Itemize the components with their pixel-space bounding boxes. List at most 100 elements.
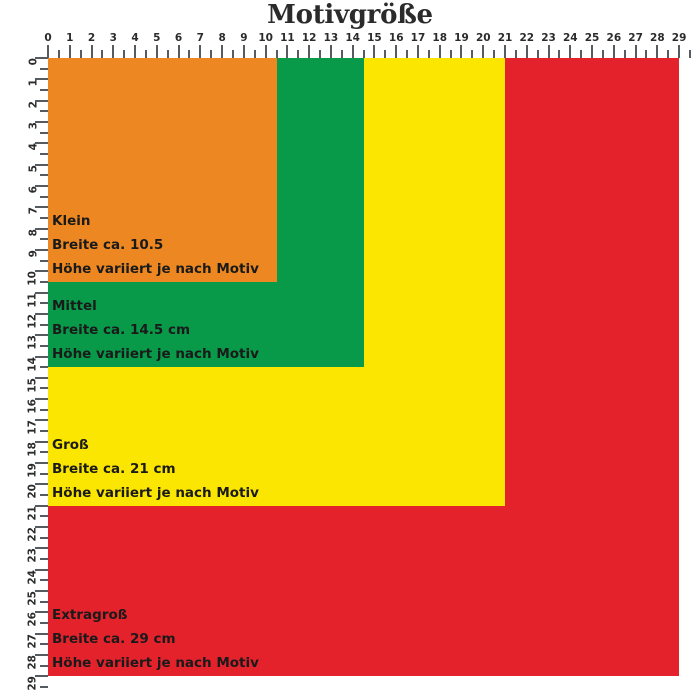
ruler-top-tick [645,50,648,58]
ruler-left-tick [40,195,48,198]
ruler-top-tick-label: 23 [541,32,556,44]
ruler-top-tick [482,45,485,58]
ruler-top-tick [221,45,224,58]
ruler-left-tick-label: 12 [27,313,39,329]
ruler-left-tick [40,451,48,454]
ruler-top-tick-label: 17 [410,32,426,44]
ruler-top-tick [460,45,463,58]
ruler-left-tick [40,579,48,582]
ruler-top-tick [471,50,474,58]
ruler-top-tick [493,50,496,58]
ruler-left-tick [35,590,48,593]
ruler-left-tick [35,355,48,358]
ruler-left-tick [35,462,48,465]
ruler-top-tick-label: 15 [367,32,382,44]
ruler-left-tick [35,376,48,379]
ruler-left-tick-label: 13 [27,335,39,350]
size-label-height-mittel: Höhe variiert je nach Motiv [52,346,259,363]
ruler-left-tick [35,334,48,337]
ruler-top-tick-label: 5 [153,32,161,44]
ruler-top-tick [275,50,278,58]
ruler-left-tick [40,494,48,497]
ruler-left-tick-label: 4 [27,143,39,151]
ruler-top-tick [416,45,419,58]
ruler-left-tick [40,686,48,688]
ruler-top-tick [319,50,322,58]
ruler-top-tick [351,45,354,58]
ruler-left-tick-label: 24 [27,569,39,585]
ruler-left-tick [40,558,48,561]
ruler-top-tick [547,45,550,58]
ruler-top-tick [612,45,615,58]
size-label-group-klein: Klein Breite ca. 10.5 Höhe variiert je n… [52,209,259,281]
ruler-left-tick [35,419,48,422]
ruler-left-tick [40,67,48,70]
ruler-top-tick [166,50,169,58]
ruler-left-tick [40,515,48,518]
ruler-left-tick [35,654,48,657]
ruler-left-tick [35,206,48,209]
size-label-group-mittel: Mittel Breite ca. 14.5 cm Höhe variiert … [52,294,259,366]
ruler-top-tick-label: 24 [562,32,578,44]
ruler-top-tick [199,45,202,58]
ruler-top-tick [558,50,561,58]
ruler-top-tick [384,50,387,58]
ruler-left-tick [40,259,48,262]
ruler-top-tick [623,50,626,58]
ruler-left-tick-label: 14 [27,356,39,372]
ruler-top-tick [449,50,452,58]
ruler-left-tick [40,408,48,411]
ruler-top-tick [373,45,376,58]
ruler-left-tick [35,440,48,443]
ruler-left-tick [40,238,48,241]
ruler-top-tick-label: 9 [240,32,248,44]
ruler-top-tick-label: 13 [323,32,339,44]
ruler-top-tick-label: 14 [345,32,360,44]
ruler-top-tick-label: 8 [218,32,226,44]
ruler-left-tick [40,643,48,646]
plot-area: Klein Breite ca. 10.5 Höhe variiert je n… [48,58,690,687]
ruler-top-tick [591,45,594,58]
ruler-left-tick [35,632,48,635]
ruler-left-tick [40,88,48,91]
ruler-left-tick-label: 17 [27,420,39,436]
ruler-left-tick-label: 1 [27,79,39,87]
ruler-left-tick [35,248,48,251]
ruler-top-tick [362,50,365,58]
ruler-left-tick [35,291,48,294]
ruler-top-tick-label: 20 [475,32,491,44]
ruler-top-tick [155,45,158,58]
ruler-top-tick-label: 4 [131,32,139,44]
size-label-group-extragross: Extragroß Breite ca. 29 cm Höhe variiert… [52,603,259,675]
ruler-top-tick [242,45,245,58]
ruler-top-tick [395,45,398,58]
ruler-left-tick [40,622,48,625]
ruler-left-tick [40,664,48,667]
ruler-left-tick-label: 28 [27,655,39,670]
ruler-left-tick [40,366,48,369]
ruler-top-tick-label: 6 [174,32,183,44]
size-label-height-extragross: Höhe variiert je nach Motiv [52,655,259,672]
size-label-group-gross: Groß Breite ca. 21 cm Höhe variiert je n… [52,433,259,505]
ruler-left-tick [35,270,48,273]
size-block-klein[interactable] [48,58,277,282]
ruler-left-tick-label: 7 [27,207,39,215]
ruler-top-tick [601,50,604,58]
ruler-left-tick-label: 9 [27,249,39,258]
ruler-top-tick [177,45,180,58]
ruler-left-tick [40,131,48,134]
ruler-top-tick-label: 1 [66,32,74,44]
ruler-left-tick [35,398,48,401]
ruler-top-tick [231,50,234,58]
ruler-left-tick-label: 26 [27,612,39,627]
ruler-left-tick [35,163,48,166]
ruler-top-tick [210,50,213,58]
size-label-name-klein: Klein [52,212,91,229]
size-label-width-extragross: Breite ca. 29 cm [52,631,176,648]
ruler-top-tick-label: 28 [650,32,665,44]
ruler-left-tick [40,216,48,219]
ruler-top-tick [514,50,517,58]
ruler-top-tick-label: 25 [584,32,600,44]
ruler-left-axis: 0 1 2 3 4 5 6 7 8 9 10 11 12 13 14 15 16 17 18 19 20 21 22 23 24… [20,57,48,691]
ruler-left-tick-label: 29 [27,676,39,691]
